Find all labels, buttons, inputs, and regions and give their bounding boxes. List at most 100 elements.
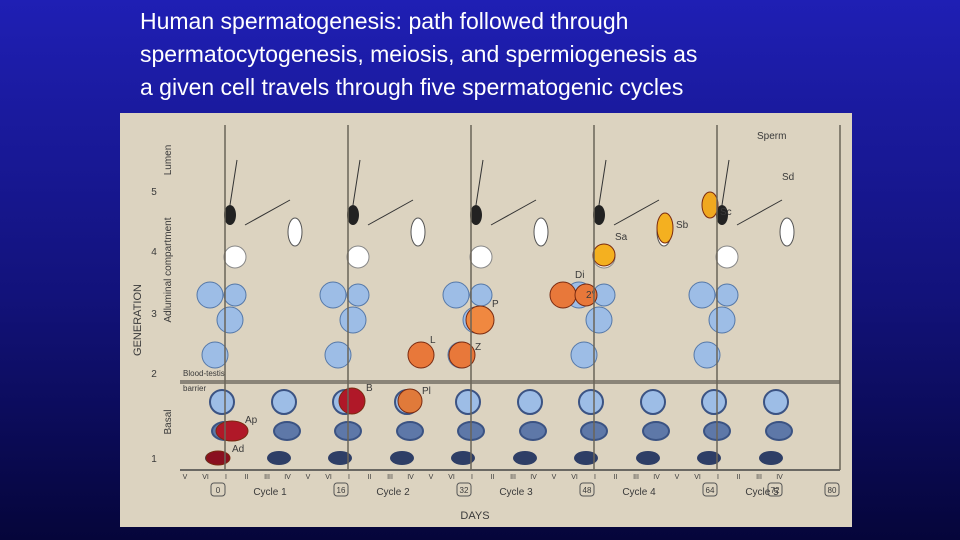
highlighted-cell bbox=[205, 450, 231, 466]
day-box bbox=[824, 482, 840, 497]
flagellum bbox=[352, 159, 361, 206]
day-box bbox=[333, 482, 349, 497]
cell bbox=[697, 451, 721, 465]
day-box bbox=[702, 482, 718, 497]
cell bbox=[708, 306, 736, 334]
cell bbox=[328, 451, 352, 465]
figure: GENERATION Lumen Adluminal compartment B… bbox=[120, 113, 852, 527]
stage-label: IV bbox=[530, 474, 537, 481]
cell bbox=[287, 217, 303, 247]
cell bbox=[267, 451, 291, 465]
cell-label: Ap bbox=[245, 415, 258, 426]
x-axis-label: DAYS bbox=[460, 510, 489, 522]
stage-label: V bbox=[429, 474, 434, 481]
stage-label: I bbox=[471, 474, 473, 481]
day-marker: 0 bbox=[216, 486, 221, 495]
stage-label: I bbox=[348, 474, 350, 481]
stage-label: VI bbox=[571, 474, 578, 481]
cell bbox=[390, 451, 414, 465]
cell bbox=[759, 451, 783, 465]
cell bbox=[513, 451, 537, 465]
cell bbox=[519, 421, 547, 441]
cell bbox=[442, 281, 470, 309]
cycle-label: Cycle 3 bbox=[499, 487, 533, 498]
stage-label: III bbox=[510, 474, 516, 481]
day-marker: 48 bbox=[583, 486, 592, 495]
highlighted-cell bbox=[465, 305, 495, 335]
cell bbox=[715, 283, 739, 307]
flagellum bbox=[721, 159, 730, 206]
cell bbox=[223, 245, 247, 269]
cell bbox=[410, 217, 426, 247]
arrow bbox=[367, 199, 414, 226]
day-box bbox=[210, 482, 226, 497]
arrow bbox=[613, 199, 660, 226]
stage-label: III bbox=[264, 474, 270, 481]
day-marker: 80 bbox=[828, 486, 837, 495]
generation-number: 5 bbox=[151, 187, 157, 198]
day-marker: 16 bbox=[337, 486, 346, 495]
title-line: Human spermatogenesis: path followed thr… bbox=[140, 8, 629, 34]
highlighted-cell bbox=[448, 341, 476, 369]
cell bbox=[593, 205, 605, 225]
cycle-label: Cycle 2 bbox=[376, 487, 410, 498]
generation-number: 1 bbox=[151, 454, 157, 465]
cycle-label: Cycle 5 bbox=[745, 487, 779, 498]
cell-label: Sperm bbox=[757, 131, 786, 142]
cell bbox=[346, 283, 370, 307]
cell-label: Di bbox=[575, 270, 584, 281]
cell bbox=[271, 389, 297, 415]
cell bbox=[688, 281, 716, 309]
stage-label: II bbox=[614, 474, 618, 481]
cell bbox=[640, 389, 666, 415]
cell bbox=[693, 341, 721, 369]
cell bbox=[578, 389, 604, 415]
day-marker: 32 bbox=[460, 486, 469, 495]
stage-label: VI bbox=[202, 474, 209, 481]
cell bbox=[716, 205, 728, 225]
stage-label: III bbox=[387, 474, 393, 481]
highlighted-cell bbox=[656, 212, 674, 244]
flagellum bbox=[598, 159, 607, 206]
stage-label: II bbox=[245, 474, 249, 481]
cell bbox=[346, 245, 370, 269]
cell bbox=[636, 451, 660, 465]
cell bbox=[570, 341, 598, 369]
stage-label: V bbox=[675, 474, 680, 481]
cell-label: L bbox=[430, 335, 436, 346]
cell bbox=[209, 389, 235, 415]
cell bbox=[469, 283, 493, 307]
highlighted-cell bbox=[549, 281, 577, 309]
generation-number: 4 bbox=[151, 247, 157, 258]
cell bbox=[324, 341, 352, 369]
cell bbox=[715, 245, 739, 269]
cell bbox=[765, 421, 793, 441]
cell-label: Sb bbox=[676, 220, 689, 231]
day-box bbox=[579, 482, 595, 497]
flagellum bbox=[475, 159, 484, 206]
cell bbox=[339, 306, 367, 334]
cell bbox=[347, 205, 359, 225]
cell-label: Z bbox=[475, 342, 481, 353]
cell bbox=[216, 306, 244, 334]
cell bbox=[223, 283, 247, 307]
y-axis-label: GENERATION bbox=[132, 284, 144, 356]
cycle-label: Cycle 4 bbox=[622, 487, 656, 498]
cell bbox=[396, 421, 424, 441]
stage-label: V bbox=[552, 474, 557, 481]
stage-label: IV bbox=[776, 474, 783, 481]
cell bbox=[273, 421, 301, 441]
stage-label: I bbox=[225, 474, 227, 481]
cell-label: Ad bbox=[232, 444, 244, 455]
stage-label: II bbox=[737, 474, 741, 481]
cell-label: Sd bbox=[782, 172, 794, 183]
barrier-label: Blood-testis bbox=[183, 369, 225, 378]
stage-label: III bbox=[756, 474, 762, 481]
day-box bbox=[767, 482, 783, 497]
stage-label: IV bbox=[407, 474, 414, 481]
cell bbox=[642, 421, 670, 441]
highlighted-cell bbox=[592, 243, 616, 267]
stage-label: VI bbox=[448, 474, 455, 481]
highlighted-cell bbox=[338, 387, 366, 415]
